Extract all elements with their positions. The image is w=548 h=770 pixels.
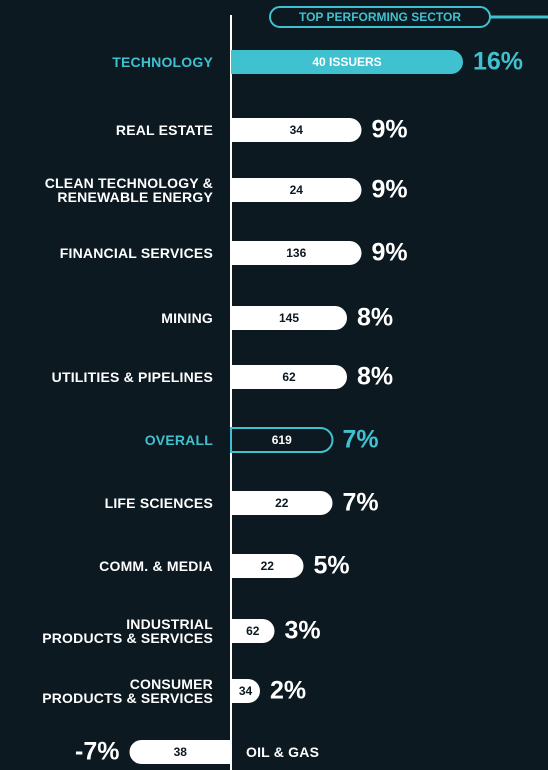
value-label: 8% (357, 363, 393, 391)
value-label: 7% (343, 489, 379, 517)
value-label: 2% (270, 677, 306, 705)
value-label: 9% (372, 176, 408, 204)
value-label: 9% (372, 116, 408, 144)
value-label: 3% (285, 617, 321, 645)
bar (231, 306, 347, 330)
issuer-label: 22 (275, 496, 289, 510)
issuer-label: 136 (286, 246, 306, 260)
category-label: REAL ESTATE (115, 122, 213, 138)
issuer-label: 24 (290, 183, 304, 197)
bar (231, 118, 362, 142)
value-label: 5% (314, 552, 350, 580)
value-label: 8% (357, 304, 393, 332)
bar (231, 619, 275, 643)
bar (231, 241, 362, 265)
issuer-label: 22 (261, 559, 275, 573)
category-label: COMM. & MEDIA (99, 558, 213, 574)
category-label: LIFE SCIENCES (104, 495, 213, 511)
bar (230, 427, 334, 453)
issuer-label: 34 (290, 123, 304, 137)
annotation: TOP PERFORMING SECTOR (299, 10, 461, 24)
issuer-label: 62 (246, 624, 260, 638)
value-label: 16% (473, 48, 523, 76)
value-label: -7% (75, 738, 119, 766)
issuer-label: 40 ISSUERS (312, 55, 381, 69)
annotation-pill (269, 6, 491, 28)
issuer-label: 38 (174, 745, 188, 759)
issuer-label: 619 (272, 433, 292, 447)
category-label: UTILITIES & PIPELINES (51, 369, 213, 385)
bar (231, 679, 260, 703)
issuer-label: 62 (282, 370, 296, 384)
category-label: CONSUMER PRODUCTS & SERVICES (42, 676, 213, 706)
bar (129, 740, 231, 764)
issuer-label: 145 (279, 311, 299, 325)
category-label: TECHNOLOGY (112, 54, 213, 70)
value-label: 9% (372, 239, 408, 267)
category-label: FINANCIAL SERVICES (59, 245, 213, 261)
value-label: 7% (343, 426, 379, 454)
bar (231, 178, 362, 202)
category-label: OIL & GAS (246, 744, 320, 760)
bar (231, 365, 347, 389)
bar (231, 50, 463, 74)
category-label: OVERALL (144, 432, 213, 448)
bar (231, 491, 333, 515)
issuer-label: 34 (239, 684, 253, 698)
category-label: CLEAN TECHNOLOGY & RENEWABLE ENERGY (44, 175, 213, 205)
category-label: INDUSTRIAL PRODUCTS & SERVICES (42, 616, 213, 646)
category-label: MINING (161, 310, 213, 326)
bar (231, 554, 304, 578)
